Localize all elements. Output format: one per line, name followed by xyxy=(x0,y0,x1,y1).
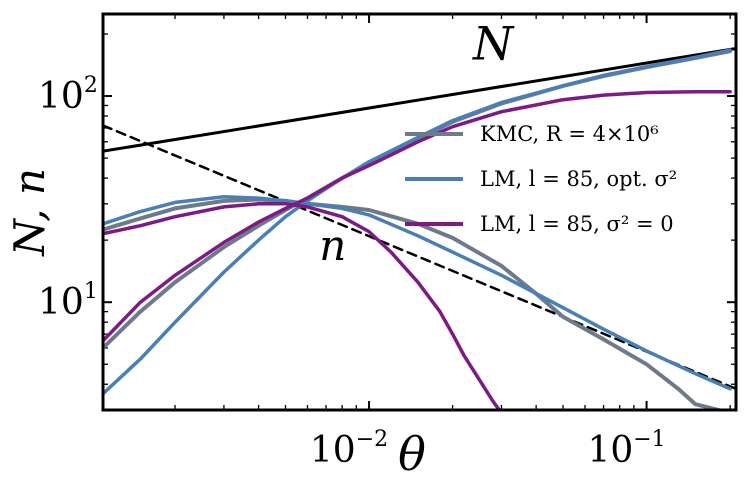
series-n-theory xyxy=(103,124,736,391)
series-lm-opt-n xyxy=(103,194,732,391)
x-tick-label: 10−2 xyxy=(310,427,388,471)
legend-label: LM, l = 85, opt. σ² xyxy=(480,167,677,191)
x-tick-label: 10−1 xyxy=(587,427,665,471)
series-lm-opt-n xyxy=(103,48,732,396)
axis-labels: θ N, n xyxy=(5,168,426,481)
annotation-n-upper: N xyxy=(472,17,515,71)
series-lm-zero-n xyxy=(103,89,732,343)
annotation-n-lower: n xyxy=(319,221,346,270)
y-tick-label: 102 xyxy=(38,73,98,117)
y-axis-label: N, n xyxy=(5,168,54,257)
legend: KMC, R = 4×10⁶ LM, l = 85, opt. σ² LM, l =… xyxy=(405,122,677,236)
series-lm-zero-n xyxy=(103,202,502,410)
x-axis-label: θ xyxy=(398,427,426,481)
legend-label: LM, l = 85, σ² = 0 xyxy=(480,212,674,236)
legend-label: KMC, R = 4×10⁶ xyxy=(480,122,659,146)
y-tick-label: 101 xyxy=(38,279,98,323)
series-n-theory xyxy=(103,47,736,153)
plot-frame xyxy=(101,12,738,412)
annotations: Nn xyxy=(319,17,515,270)
